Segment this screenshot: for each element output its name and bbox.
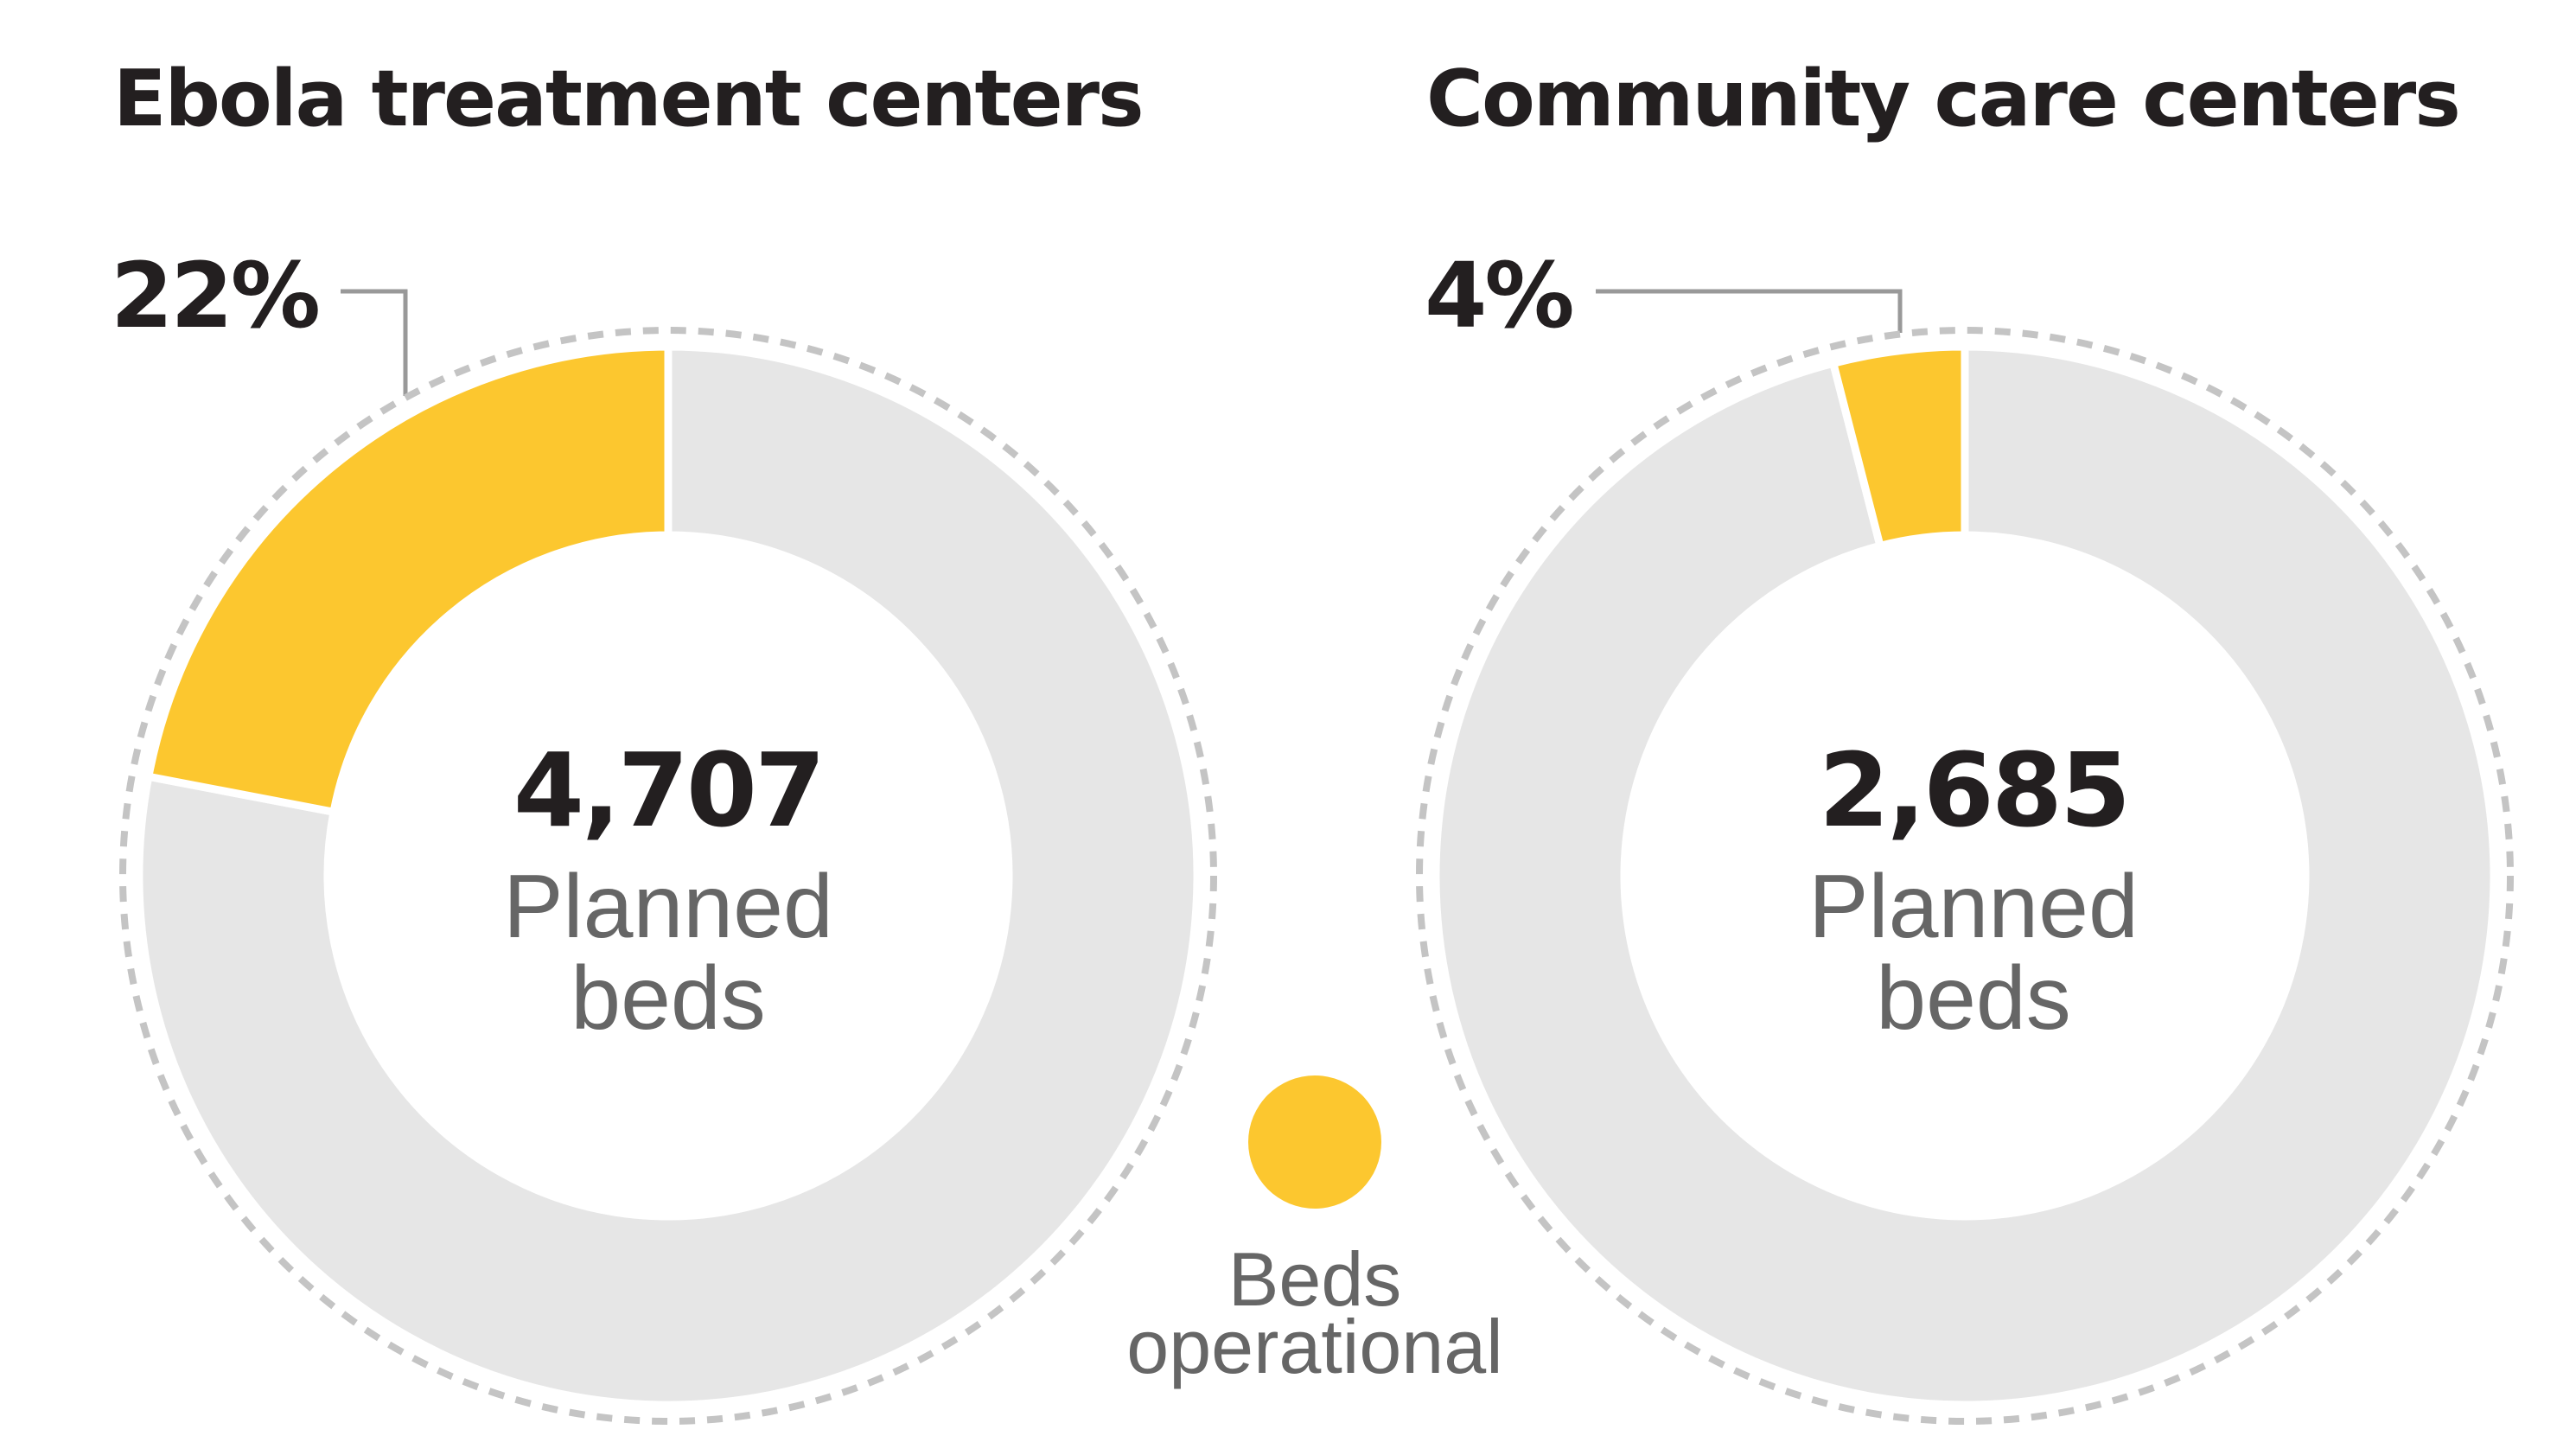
wedge-operational [143,342,673,817]
wedge-remaining [1431,342,2498,1409]
percent-label: 22% [111,243,318,348]
center-label-line2: beds [571,948,766,1049]
outline-ring [119,327,1217,1425]
wedge-remaining [135,342,1202,1409]
leader-line [1596,289,1903,333]
center-label-line1: Planned [503,857,833,957]
donut-community-care-centers: Community care centers 4% 2,685 Planned … [1416,54,2514,1425]
leader-line [341,289,408,396]
wedge-operational [1828,342,1969,551]
total-label: 4,707 [513,731,823,850]
legend: Beds operational [1126,1075,1503,1389]
center-label-line1: Planned [1808,857,2139,957]
center-label-line2: beds [1876,948,2071,1049]
legend-label-line1: Beds [1228,1236,1402,1322]
donut-ebola-treatment-centers: Ebola treatment centers 22% 4,707 Planne… [111,54,1217,1425]
outline-ring [1416,327,2514,1425]
chart-title: Ebola treatment centers [113,54,1143,144]
total-label: 2,685 [1819,731,2128,850]
percent-label: 4% [1425,243,1572,348]
legend-label-line2: operational [1126,1304,1502,1389]
chart-title: Community care centers [1426,54,2459,144]
legend-swatch [1248,1075,1381,1209]
